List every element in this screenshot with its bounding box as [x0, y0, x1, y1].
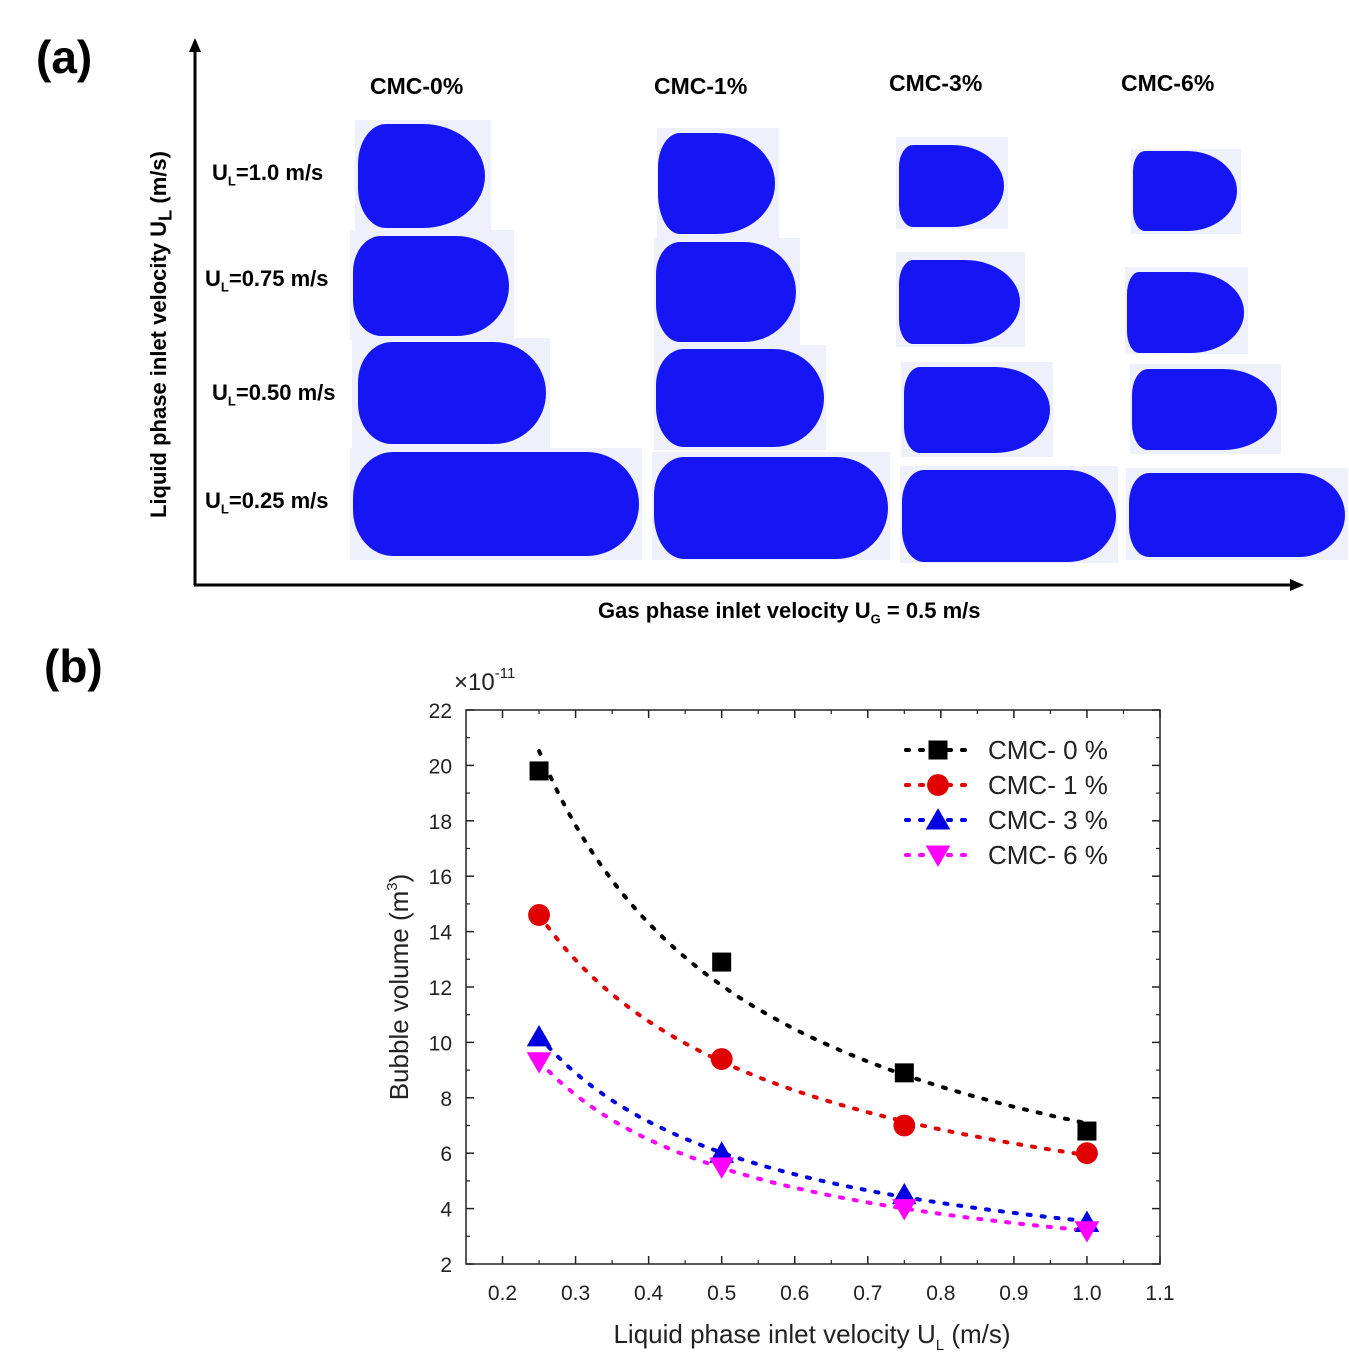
x-tick-label: 0.3	[561, 1282, 590, 1305]
y-axis-label: Bubble volume (m3)	[384, 874, 414, 1101]
legend-label-2: CMC- 3 %	[988, 805, 1108, 835]
data-point-3-1	[709, 1157, 735, 1179]
bubble-cmc1-ul0-25	[654, 457, 888, 559]
data-point-0-0	[529, 761, 549, 781]
bubble-volume-chart: 0.2 0.3 0.4 0.5 0.6 0.7 0.8 0.9 1.0 1.1 2 4 6 8 10 12 1…	[384, 665, 1175, 1354]
column-header-cmc-0: CMC-0%	[370, 73, 464, 99]
bubble-cmc1-ul0-50	[656, 349, 824, 447]
legend-label-3: CMC- 6 %	[988, 840, 1108, 870]
row-header-ul-0-75: UL=0.75 m/s	[205, 266, 329, 295]
bubble-cmc0-ul1-0	[358, 124, 485, 228]
data-point-2-0	[526, 1024, 552, 1047]
bubble-cmc3-ul1-0	[899, 145, 1004, 227]
legend-label-0: CMC- 0 %	[988, 735, 1108, 765]
column-header-cmc-1: CMC-1%	[654, 73, 748, 99]
legend-marker-3	[925, 845, 951, 867]
fit-line-1	[537, 912, 1089, 1158]
panel-a-label: (a)	[36, 31, 93, 83]
y-tick-label: 18	[429, 811, 452, 834]
y-tick-label: 4	[440, 1199, 452, 1222]
bubble-cmc3-ul0-75	[899, 260, 1020, 344]
x-tick-label: 0.7	[853, 1282, 882, 1305]
legend-marker-1	[927, 774, 949, 796]
y-ticks: 2 4 6 8 10 12 14 16 18 20 22	[429, 700, 1160, 1277]
panel-a-y-axis-label: Liquid phase inlet velocity UL (m/s)	[146, 151, 176, 518]
bubble-cmc0-ul0-75	[353, 236, 509, 336]
data-point-1-2	[893, 1114, 916, 1137]
bubble-cmc6-ul1-0	[1133, 151, 1237, 231]
bubble-cmc0-ul0-25	[353, 452, 639, 556]
y-tick-label: 10	[429, 1032, 452, 1055]
y-multiplier: ×10-11	[454, 665, 515, 696]
row-header-ul-1-0: UL=1.0 m/s	[212, 160, 324, 189]
y-tick-label: 22	[429, 700, 452, 723]
x-tick-label: 0.4	[634, 1282, 664, 1305]
data-point-2-1	[709, 1141, 735, 1163]
column-header-cmc-6: CMC-6%	[1121, 70, 1215, 96]
fit-line-3	[537, 1059, 1089, 1233]
legend-marker-2	[925, 808, 951, 830]
legend-label-1: CMC- 1 %	[988, 770, 1108, 800]
y-tick-label: 20	[429, 755, 452, 778]
data-markers	[526, 761, 1100, 1243]
column-header-cmc-3: CMC-3%	[889, 70, 983, 96]
data-point-0-2	[894, 1063, 914, 1083]
row-header-ul-0-25: UL=0.25 m/s	[205, 488, 329, 517]
y-tick-label: 8	[440, 1088, 452, 1111]
panel-a-x-axis-label: Gas phase inlet velocity UG = 0.5 m/s	[598, 598, 981, 627]
x-axis-label: Liquid phase inlet velocity UL (m/s)	[613, 1319, 1010, 1354]
data-point-3-3	[1074, 1221, 1100, 1243]
x-tick-label: 0.6	[780, 1282, 809, 1305]
data-point-3-0	[526, 1052, 552, 1074]
x-tick-label: 0.2	[488, 1282, 517, 1305]
x-ticks: 0.2 0.3 0.4 0.5 0.6 0.7 0.8 0.9 1.0 1.1	[488, 710, 1175, 1305]
bubble-cmc1-ul1-0	[658, 133, 775, 234]
bubble-cmc6-ul0-25	[1129, 473, 1345, 557]
x-tick-label: 0.5	[707, 1282, 736, 1305]
data-point-1-1	[710, 1048, 733, 1070]
panel-b-label: (b)	[44, 640, 103, 692]
bubble-cmc3-ul0-50	[904, 367, 1050, 453]
bubble-cmc6-ul0-50	[1132, 369, 1277, 450]
x-tick-label: 1.1	[1145, 1282, 1174, 1305]
y-tick-label: 2	[440, 1254, 452, 1277]
data-point-0-1	[712, 952, 732, 972]
y-tick-label: 6	[440, 1143, 452, 1166]
panel-a-axes	[189, 38, 1304, 591]
bubble-cmc6-ul0-75	[1127, 272, 1244, 353]
y-tick-label: 16	[429, 866, 452, 889]
panel-a-y-arrow	[189, 38, 201, 52]
data-point-1-3	[1076, 1142, 1098, 1165]
data-point-0-3	[1077, 1121, 1097, 1141]
data-point-2-2	[891, 1182, 917, 1205]
x-tick-label: 1.0	[1072, 1282, 1101, 1305]
y-tick-label: 12	[429, 977, 452, 1000]
x-tick-label: 0.8	[926, 1282, 955, 1305]
data-point-3-2	[891, 1199, 917, 1221]
bubble-cmc1-ul0-75	[656, 242, 796, 342]
fit-line-0	[537, 749, 1089, 1126]
bubble-cmc3-ul0-25	[902, 470, 1116, 562]
data-point-1-0	[528, 904, 550, 926]
x-tick-label: 0.9	[999, 1282, 1028, 1305]
legend: CMC- 0 % CMC- 1 % CMC- 3 % CMC- 6 %	[904, 735, 1108, 870]
bubble-cmc0-ul0-50	[358, 342, 546, 444]
fit-lines	[537, 749, 1089, 1233]
legend-marker-0	[928, 740, 948, 760]
y-tick-label: 14	[429, 922, 453, 945]
panel-a-x-arrow	[1290, 579, 1304, 591]
row-header-ul-0-50: UL=0.50 m/s	[212, 380, 336, 409]
